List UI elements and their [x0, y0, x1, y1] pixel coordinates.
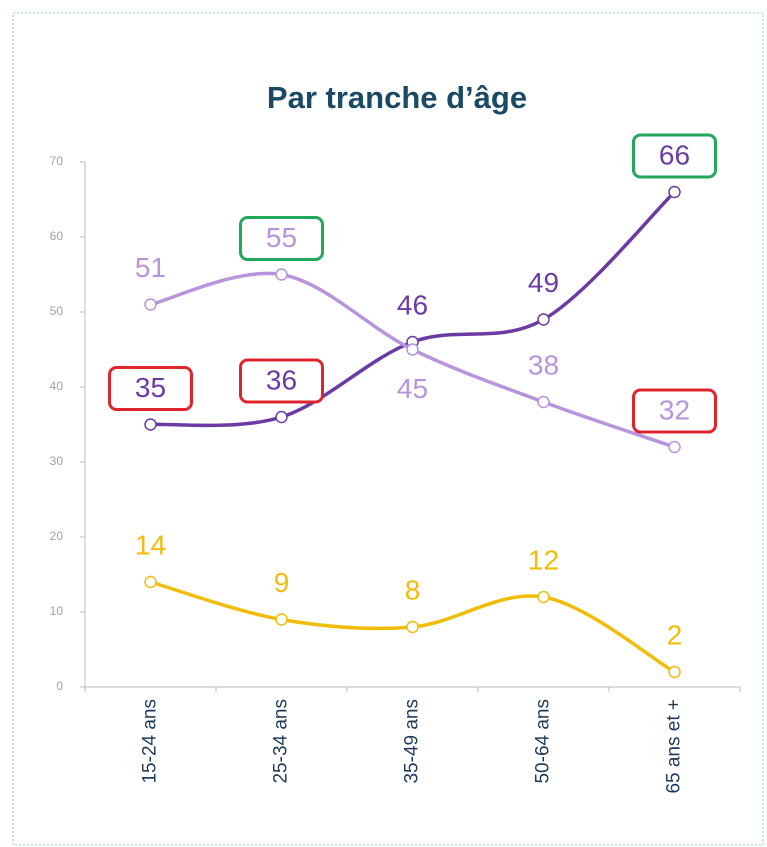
chart-title: Par tranche d’âge — [267, 80, 527, 115]
data-label: 9 — [274, 567, 290, 598]
data-label: 55 — [266, 222, 297, 253]
y-tick-label: 50 — [50, 304, 64, 318]
data-label: 36 — [266, 364, 297, 395]
data-label: 49 — [528, 267, 559, 298]
point — [275, 613, 288, 626]
label-box — [239, 216, 324, 261]
data-label: 14 — [135, 529, 166, 560]
label-box — [239, 358, 324, 404]
point — [144, 575, 157, 589]
data-label: 51 — [135, 252, 166, 283]
data-label: 8 — [405, 574, 421, 605]
frame — [12, 12, 764, 846]
point — [144, 298, 157, 311]
point — [406, 620, 419, 634]
x-tick-label: 15-24 ans — [140, 699, 161, 784]
data-label: 35 — [135, 372, 166, 403]
x-tick-label: 50-64 ans — [533, 699, 554, 784]
point — [537, 313, 550, 326]
point — [406, 343, 419, 356]
y-tick-label: 60 — [50, 229, 64, 243]
point — [668, 185, 681, 199]
x-tick-label: 25-34 ans — [271, 699, 292, 784]
point — [275, 268, 288, 281]
data-label: 46 — [397, 289, 428, 320]
x-tick-label: 35-49 ans — [402, 699, 423, 784]
data-label: 32 — [659, 394, 690, 425]
point — [144, 418, 157, 431]
data-label: 66 — [659, 139, 690, 170]
label-box — [632, 133, 717, 179]
y-tick-label: 0 — [56, 679, 63, 693]
y-tick-label: 70 — [50, 154, 64, 168]
point — [537, 590, 550, 604]
point — [275, 410, 288, 424]
data-label: 12 — [528, 544, 559, 575]
label-box — [632, 388, 717, 434]
label-box — [108, 366, 193, 411]
y-tick-label: 20 — [50, 529, 64, 543]
point — [668, 440, 681, 454]
y-tick-label: 10 — [50, 604, 64, 618]
point — [668, 665, 681, 679]
data-label: 2 — [667, 619, 683, 650]
data-label: 45 — [397, 373, 428, 404]
x-tick-label: 65 ans et + — [664, 699, 685, 794]
y-tick-label: 40 — [50, 379, 64, 393]
y-tick-label: 30 — [50, 454, 64, 468]
data-label: 38 — [528, 349, 559, 380]
point — [537, 395, 550, 409]
